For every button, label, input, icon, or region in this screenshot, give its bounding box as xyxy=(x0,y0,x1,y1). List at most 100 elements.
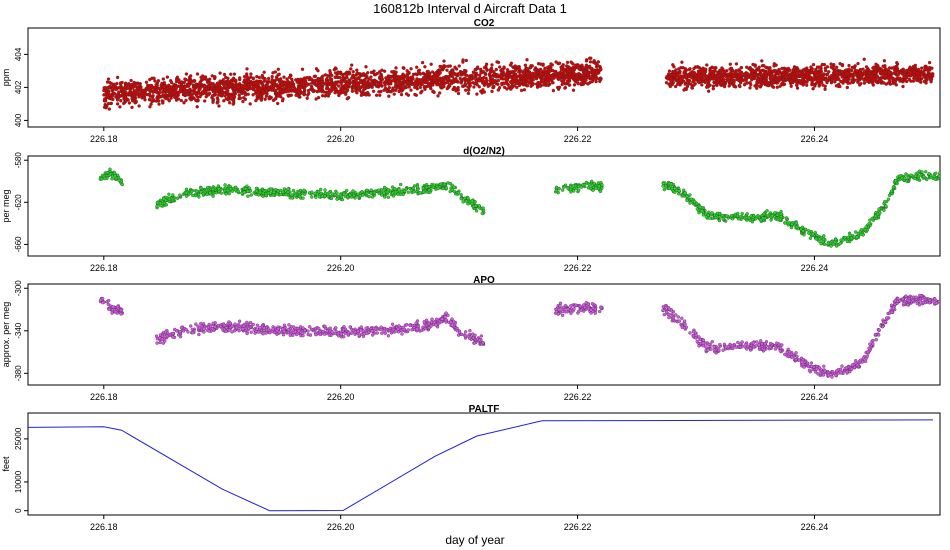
data-point xyxy=(581,73,585,77)
data-point xyxy=(748,86,752,90)
data-point xyxy=(358,85,363,89)
data-point xyxy=(563,82,568,86)
data-point xyxy=(483,72,488,77)
data-point xyxy=(276,67,280,71)
data-point xyxy=(781,73,786,77)
data-point xyxy=(134,99,138,104)
data-point xyxy=(560,82,564,87)
data-point xyxy=(499,77,503,81)
data-point xyxy=(874,62,878,66)
data-point xyxy=(862,81,867,85)
data-point xyxy=(689,197,694,201)
data-point xyxy=(753,72,757,77)
data-point xyxy=(248,102,252,106)
data-point xyxy=(226,97,230,101)
data-point xyxy=(562,79,566,83)
data-point xyxy=(829,65,833,69)
data-point xyxy=(382,69,387,73)
data-point xyxy=(173,95,177,99)
data-point xyxy=(391,79,395,83)
data-point xyxy=(823,87,827,91)
data-point xyxy=(734,62,739,66)
data-point xyxy=(530,73,534,77)
data-point xyxy=(242,74,247,79)
data-point xyxy=(784,216,789,220)
data-point xyxy=(415,87,419,91)
data-point xyxy=(459,193,463,197)
data-point xyxy=(758,71,763,76)
data-point xyxy=(887,66,892,70)
data-point xyxy=(739,66,744,70)
data-point xyxy=(901,67,905,71)
x-tick-label: 226.20 xyxy=(327,134,355,144)
data-point xyxy=(429,76,433,80)
data-point xyxy=(901,84,905,89)
data-point xyxy=(409,88,413,92)
data-point xyxy=(529,84,533,88)
data-point xyxy=(364,93,368,97)
data-point xyxy=(157,102,161,106)
data-point xyxy=(586,75,591,80)
data-point xyxy=(300,191,305,196)
data-point xyxy=(333,75,338,79)
data-point xyxy=(194,82,199,87)
data-point xyxy=(430,70,435,74)
data-point xyxy=(750,78,754,82)
data-point xyxy=(559,67,564,72)
data-point xyxy=(850,78,854,82)
data-point xyxy=(395,79,399,83)
data-point xyxy=(760,69,764,73)
data-point xyxy=(438,91,442,95)
data-point xyxy=(462,68,467,73)
data-point xyxy=(512,77,516,82)
data-point xyxy=(169,96,173,100)
data-point xyxy=(546,83,551,87)
data-point xyxy=(223,94,227,98)
data-point xyxy=(415,65,419,69)
data-point xyxy=(296,78,300,82)
data-point xyxy=(837,72,841,77)
data-point xyxy=(861,67,865,71)
data-point xyxy=(264,83,268,88)
data-point xyxy=(579,81,584,85)
data-point xyxy=(102,105,107,109)
data-point xyxy=(416,187,420,192)
data-point xyxy=(129,83,133,87)
data-point xyxy=(226,89,230,93)
data-point xyxy=(187,84,191,88)
data-point xyxy=(419,91,423,95)
data-point xyxy=(187,79,191,83)
data-point xyxy=(934,171,938,175)
data-point xyxy=(195,72,200,76)
data-point xyxy=(351,70,355,74)
data-point xyxy=(263,97,267,101)
data-point xyxy=(903,76,908,80)
data-point xyxy=(189,74,193,78)
data-point xyxy=(343,79,347,83)
data-point xyxy=(272,81,276,85)
data-point xyxy=(433,71,437,76)
data-point xyxy=(198,94,202,99)
data-point xyxy=(737,69,741,73)
data-point xyxy=(572,71,576,75)
data-point xyxy=(290,80,294,84)
data-point xyxy=(238,76,242,80)
data-point xyxy=(509,87,513,91)
data-point xyxy=(233,83,237,87)
data-point xyxy=(421,190,426,194)
data-point xyxy=(351,74,355,79)
data-point xyxy=(157,90,162,94)
data-point xyxy=(838,84,842,89)
data-point xyxy=(115,93,120,97)
data-point xyxy=(740,211,744,216)
data-point xyxy=(515,85,519,90)
data-point xyxy=(522,71,526,75)
data-point xyxy=(755,86,759,90)
y-tick-label: -660 xyxy=(14,236,23,253)
data-point xyxy=(576,72,580,76)
data-point xyxy=(477,73,482,77)
data-point xyxy=(194,93,199,97)
data-point xyxy=(463,76,467,80)
data-point xyxy=(692,66,696,71)
